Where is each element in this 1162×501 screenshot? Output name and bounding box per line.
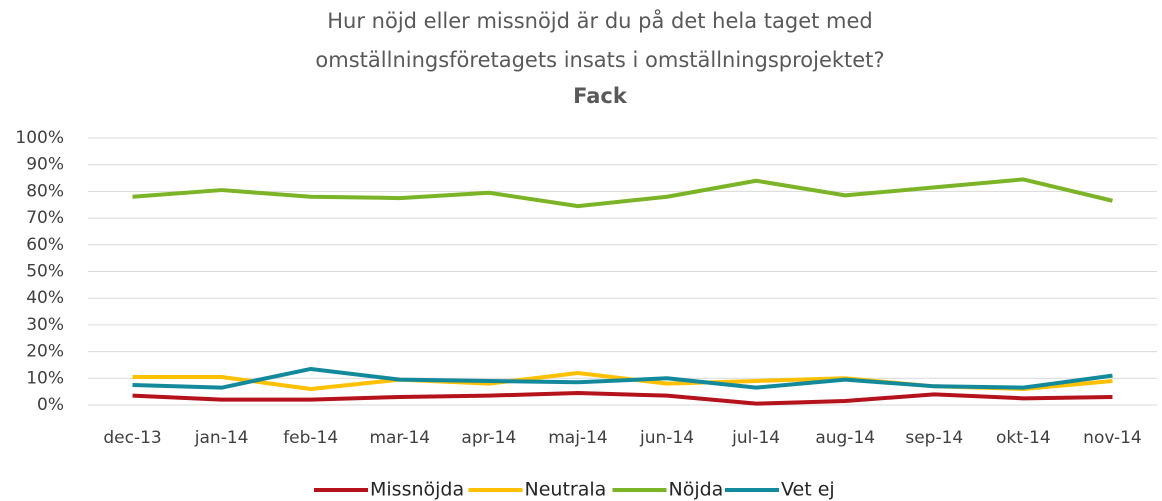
x-tick-label: maj-14 <box>548 428 607 448</box>
y-tick-label: 60% <box>26 235 64 255</box>
x-tick-label: sep-14 <box>905 428 963 448</box>
y-tick-label: 30% <box>26 315 64 335</box>
y-tick-label: 90% <box>26 155 64 175</box>
chart-title: Hur nöjd eller missnöjd är du på det hel… <box>327 8 873 33</box>
x-tick-label: okt-14 <box>996 428 1051 448</box>
x-tick-label: feb-14 <box>283 428 338 448</box>
legend-label: Vet ej <box>781 479 835 501</box>
y-tick-label: 0% <box>37 395 64 415</box>
y-tick-label: 50% <box>26 262 64 282</box>
x-tick-label: apr-14 <box>461 428 516 448</box>
series-line <box>132 366 1113 390</box>
y-tick-label: 10% <box>26 368 64 388</box>
y-tick-label: 80% <box>26 181 64 201</box>
x-tick-label: dec-13 <box>103 428 161 448</box>
series-line <box>132 177 1113 209</box>
y-tick-label: 70% <box>26 208 64 228</box>
legend-label: Missnöjda <box>370 479 464 501</box>
chart-title: omställningsföretagets insats i omställn… <box>315 48 884 72</box>
x-tick-label: aug-14 <box>815 428 875 448</box>
y-tick-label: 100% <box>15 128 64 148</box>
legend-label: Nöjda <box>669 479 724 501</box>
x-tick-label: jun-14 <box>639 428 694 448</box>
chart-subtitle: Fack <box>573 84 628 108</box>
x-tick-label: mar-14 <box>369 428 430 448</box>
y-tick-label: 20% <box>26 342 64 362</box>
x-tick-label: nov-14 <box>1083 428 1142 448</box>
legend-label: Neutrala <box>525 479 607 501</box>
series-line <box>132 390 1113 406</box>
x-tick-label: jan-14 <box>194 428 249 448</box>
x-tick-label: jul-14 <box>731 428 780 448</box>
y-tick-label: 40% <box>26 288 64 308</box>
